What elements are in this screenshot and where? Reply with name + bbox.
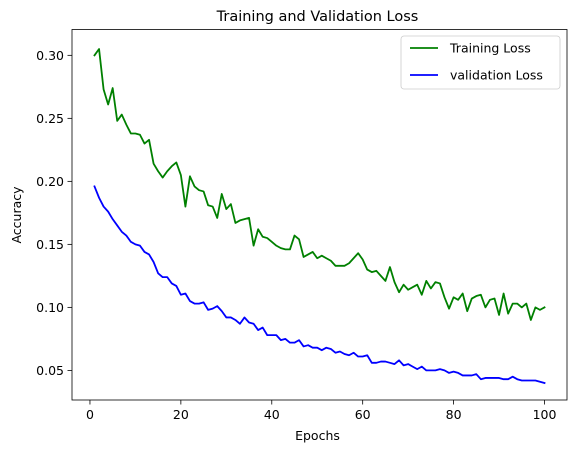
- y-axis: 0.05 0.10 0.15 0.20 0.25 0.30: [36, 48, 72, 378]
- legend-box: [400, 35, 561, 90]
- x-tick-label: 60: [355, 407, 371, 422]
- x-tick-label: 40: [264, 407, 280, 422]
- x-axis: 0 20 40 60 80 100: [86, 400, 556, 422]
- legend: Training Loss validation Loss: [400, 35, 561, 90]
- y-axis-label: Accuracy: [9, 186, 24, 244]
- plot-frame: [71, 29, 568, 401]
- series-line-validation: [93, 185, 546, 385]
- x-tick-label: 100: [533, 407, 557, 422]
- legend-label-training: Training Loss: [449, 41, 531, 56]
- y-tick-label: 0.25: [36, 111, 64, 126]
- x-tick-label: 0: [86, 407, 94, 422]
- plot-lines: [93, 48, 546, 385]
- y-tick-label: 0.10: [36, 300, 64, 315]
- x-axis-label: Epochs: [295, 428, 340, 443]
- legend-label-validation: validation Loss: [450, 68, 543, 83]
- y-tick-label: 0.30: [36, 48, 64, 63]
- series-line-training: [93, 48, 546, 321]
- y-tick-label: 0.05: [36, 363, 64, 378]
- x-tick-label: 20: [173, 407, 189, 422]
- chart-title: Training and Validation Loss: [216, 9, 419, 25]
- y-tick-label: 0.15: [36, 237, 64, 252]
- y-tick-label: 0.20: [36, 174, 64, 189]
- x-tick-label: 80: [446, 407, 462, 422]
